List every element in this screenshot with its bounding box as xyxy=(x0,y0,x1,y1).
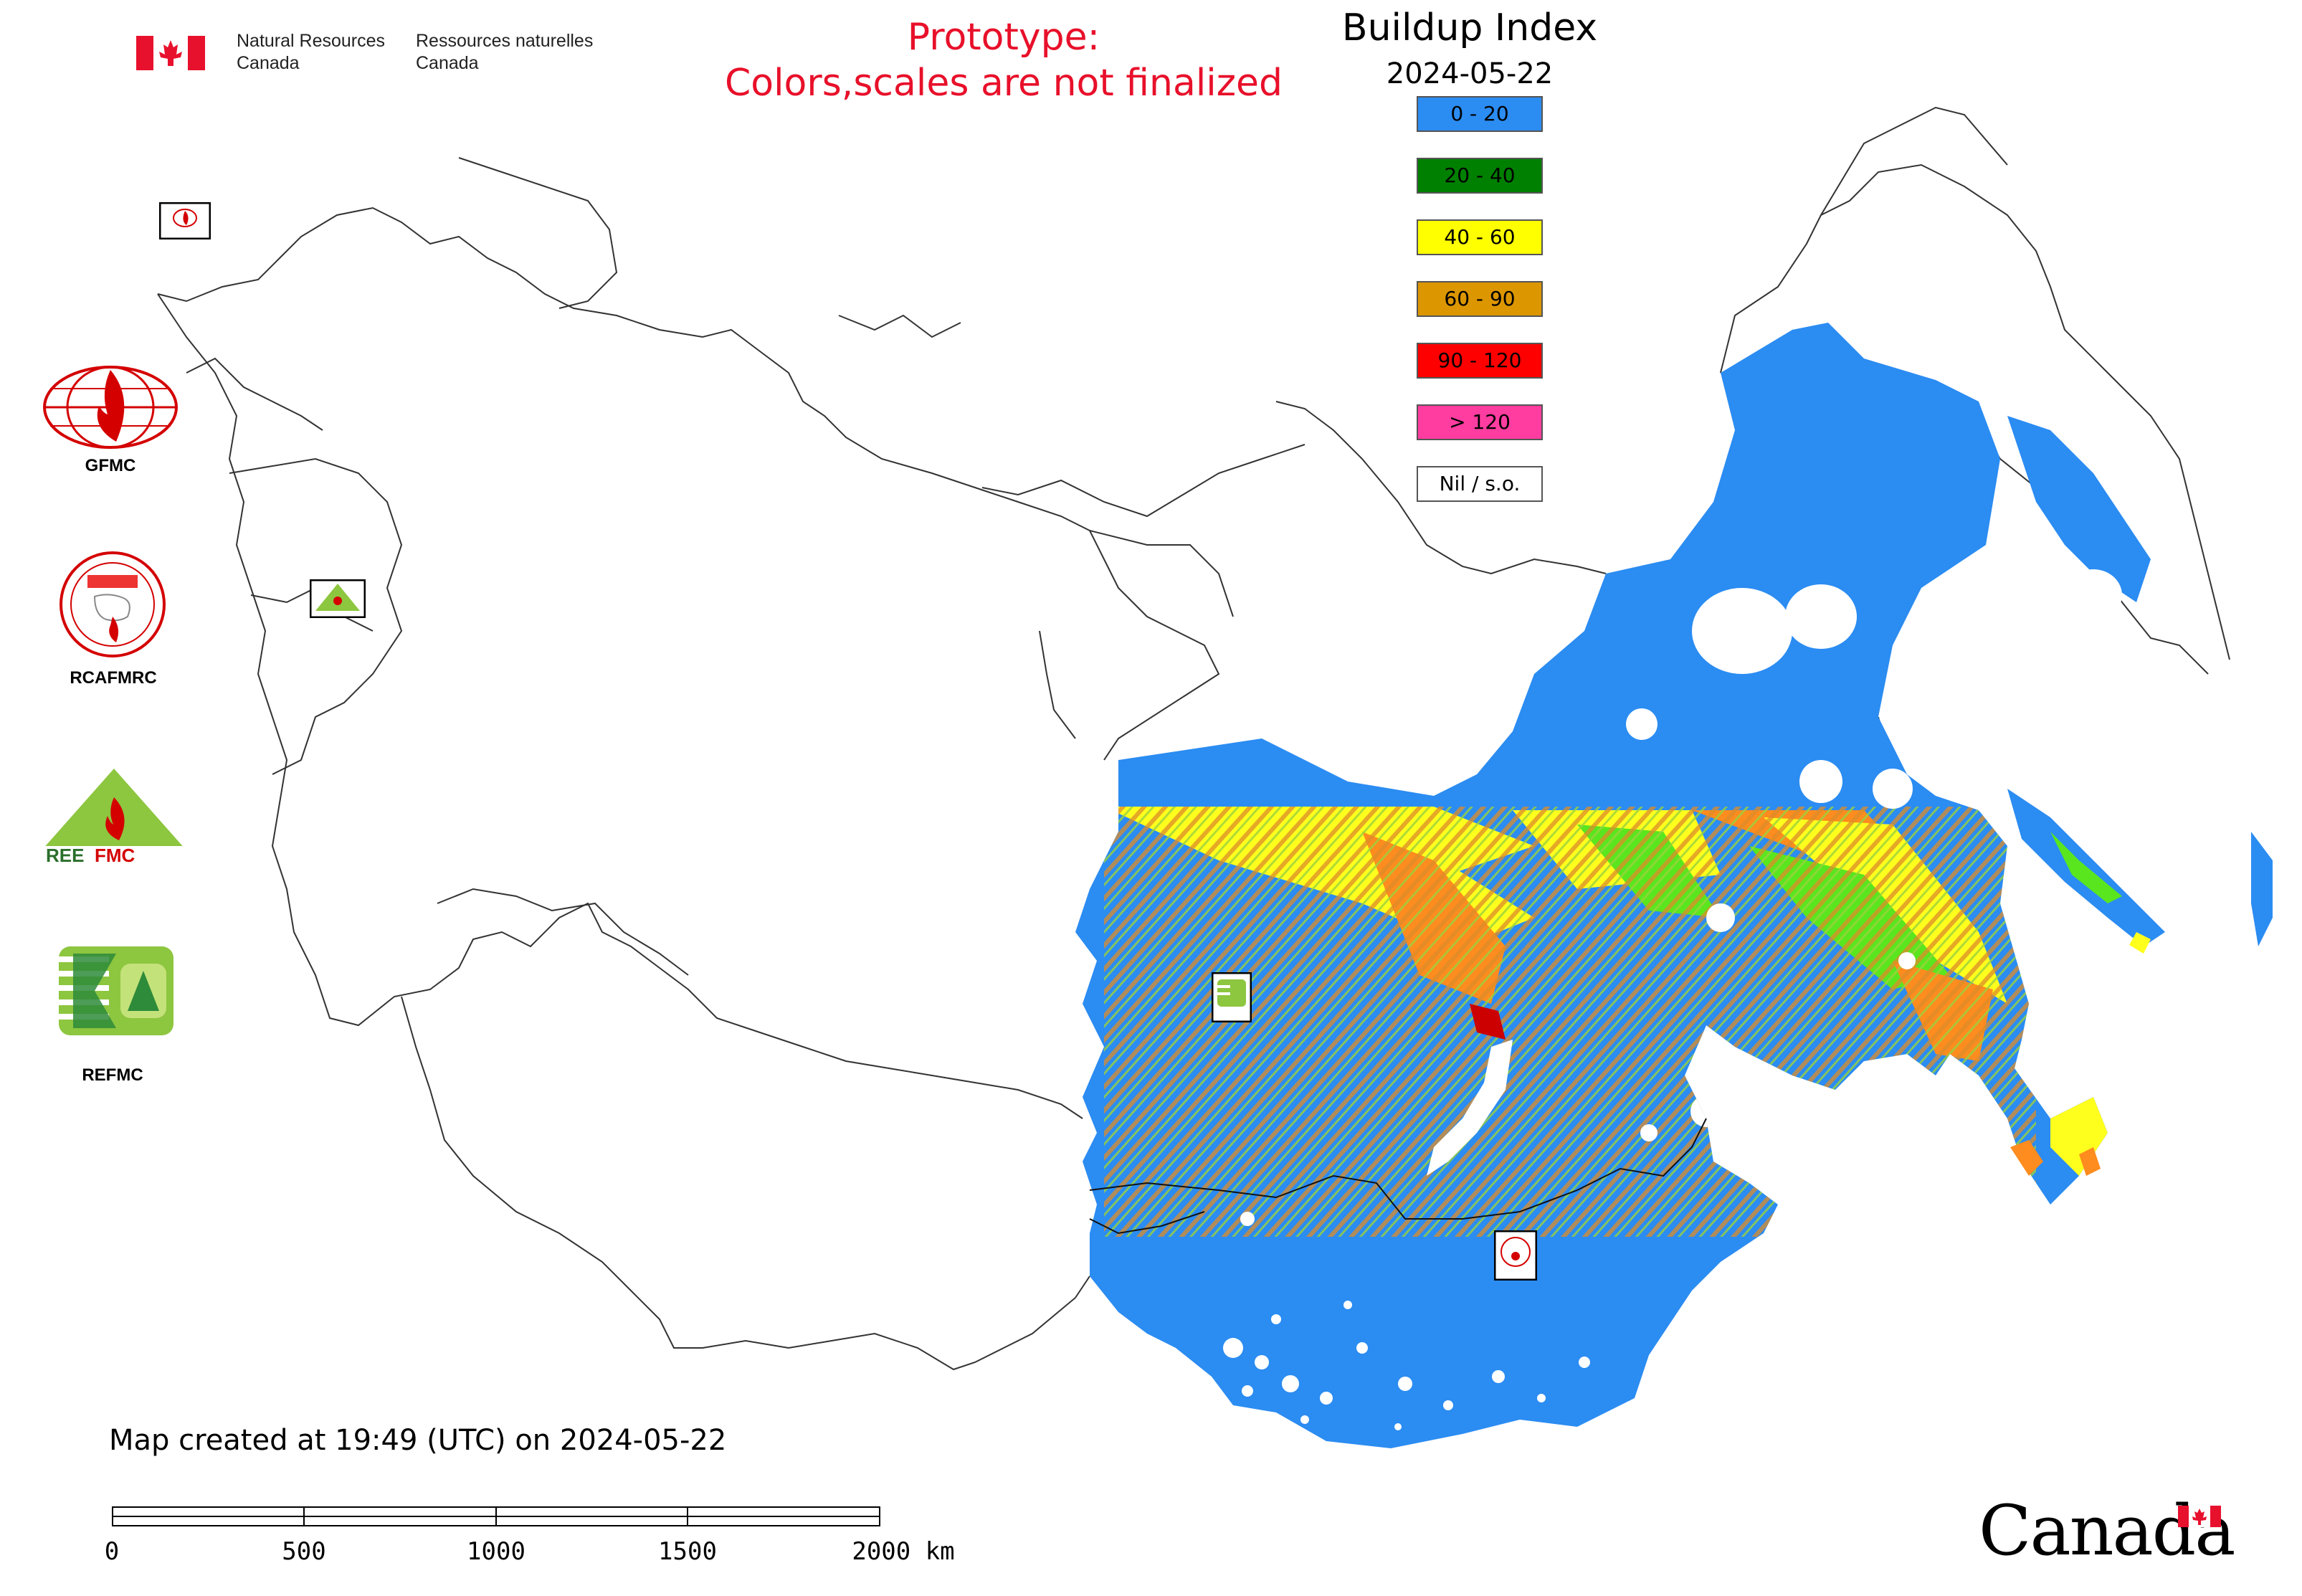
scale-bar-graphic xyxy=(112,1506,880,1526)
kamchatka-coverage xyxy=(2007,416,2151,602)
rcafmrc-label: RCAFMRC xyxy=(70,668,157,688)
gfmc-label: GFMC xyxy=(85,456,136,475)
rcafmrc-marker-icon xyxy=(1494,1230,1537,1281)
buildup-index-coverage xyxy=(1075,323,2108,1448)
agency-name-fr: Ressources naturelles Canada xyxy=(416,31,594,73)
legend-item: 20 - 40 xyxy=(1417,158,1543,194)
gfmc-logo-icon xyxy=(43,366,178,449)
legend-item: 60 - 90 xyxy=(1417,281,1543,317)
agency-name-en: Natural Resources Canada xyxy=(237,31,386,73)
prototype-notice: Prototype: Colors,scales are not finaliz… xyxy=(602,14,1405,106)
canada-wordmark: Canada xyxy=(1979,1491,2235,1570)
refmc-label: REFMC xyxy=(82,1065,143,1085)
legend-item: Nil / s.o. xyxy=(1417,466,1543,502)
legend-item: 40 - 60 xyxy=(1417,219,1543,255)
canada-wordmark-text: Canada xyxy=(1979,1491,2235,1571)
reefmc-marker-icon xyxy=(310,579,366,618)
legend-item: 0 - 20 xyxy=(1417,96,1543,132)
scale-bar: 0 500 1000 1500 2000 km xyxy=(100,1498,975,1577)
scale-label-2000: 2000 km xyxy=(852,1537,955,1566)
country-borders xyxy=(157,106,2230,1371)
reefmc-logo-icon: REE FMC xyxy=(39,769,189,866)
legend-item: > 120 xyxy=(1417,404,1543,440)
canada-flag-icon xyxy=(136,36,205,70)
scale-label-0: 0 xyxy=(104,1537,120,1566)
legend-item: 90 - 120 xyxy=(1417,343,1543,379)
prototype-line-2: Colors,scales are not finalized xyxy=(724,62,1283,105)
wordmark-flag-icon xyxy=(2178,1506,2221,1527)
refmc-logo-icon xyxy=(59,946,173,1035)
scale-label-1500: 1500 xyxy=(658,1537,717,1566)
svg-text:FMC: FMC xyxy=(95,845,135,866)
prototype-line-1: Prototype: xyxy=(907,16,1100,59)
map-created-note: Map created at 19:49 (UTC) on 2024-05-22 xyxy=(109,1424,727,1457)
legend-date: 2024-05-22 xyxy=(1386,57,1554,90)
refmc-marker-icon xyxy=(1212,972,1252,1022)
gfmc-marker-icon xyxy=(159,202,211,239)
nrcan-signature: Natural Resources Canada Ressources natu… xyxy=(136,29,624,79)
legend-title: Buildup Index xyxy=(1341,6,1598,49)
scale-label-1000: 1000 xyxy=(467,1537,525,1566)
rcafmrc-logo-icon xyxy=(60,551,166,657)
svg-text:REE: REE xyxy=(46,845,84,866)
scale-label-500: 500 xyxy=(282,1537,326,1566)
